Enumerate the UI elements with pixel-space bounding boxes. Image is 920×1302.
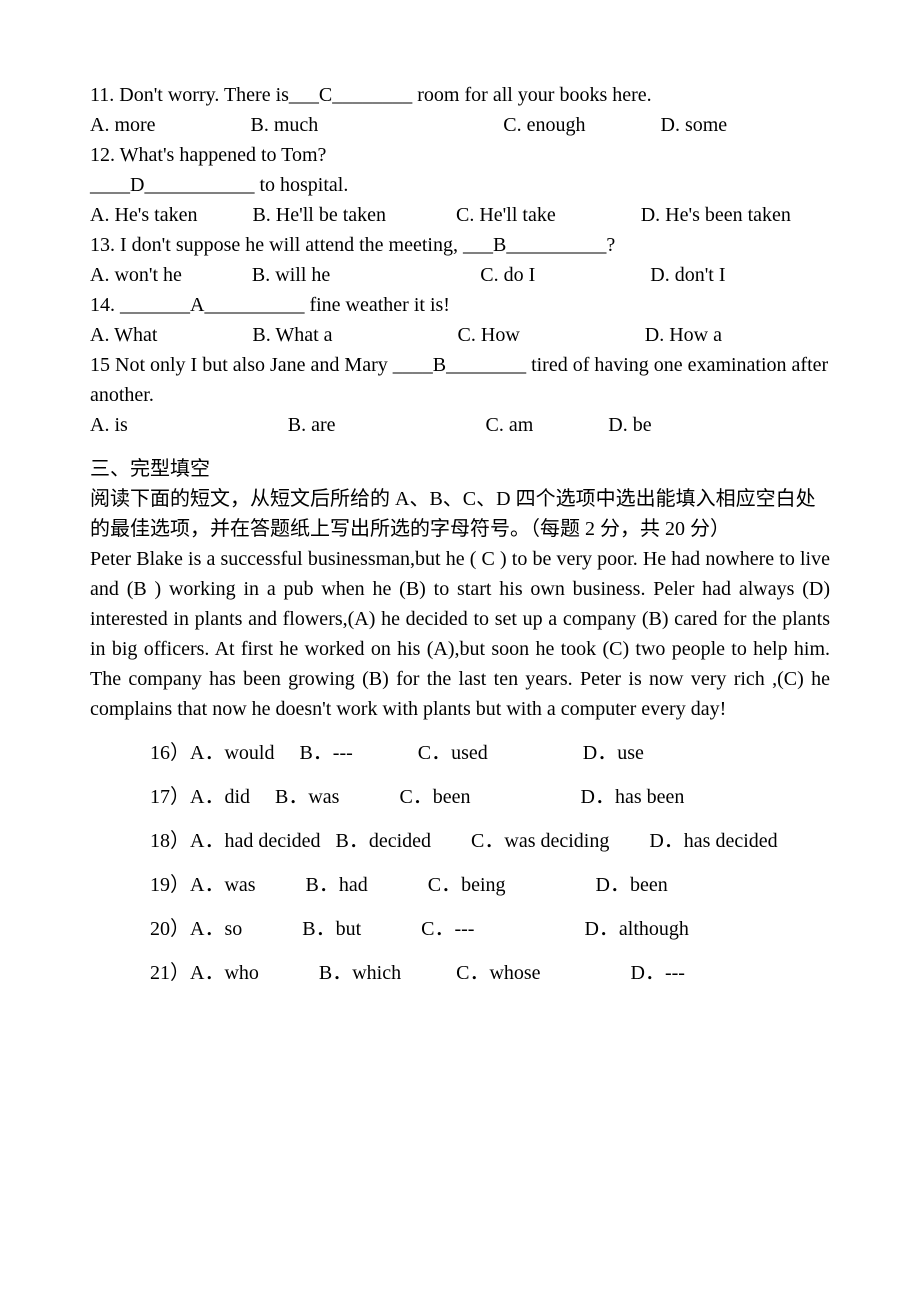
question-11-text: 11. Don't worry. There is___C________ ro… <box>90 80 830 110</box>
question-13-options: A. won't he B. will he C. do I D. don't … <box>90 260 830 290</box>
option-row-19: 19）A．was B．had C．being D．been <box>90 870 830 900</box>
option-row-16: 16）A．would B．--- C．used D．use <box>90 738 830 768</box>
question-14-options: A. What B. What a C. How D. How a <box>90 320 830 350</box>
option-row-20: 20）A．so B．but C．--- D．although <box>90 914 830 944</box>
option-row-18: 18）A．had decided B．decided C．was decidin… <box>150 826 830 856</box>
option-row-17: 17）A．did B．was C．been D．has been <box>90 782 830 812</box>
section-3-passage: Peter Blake is a successful businessman,… <box>90 544 830 724</box>
question-15-options: A. is B. are C. am D. be <box>90 410 830 440</box>
question-12-text: 12. What's happened to Tom? <box>90 140 830 170</box>
question-12-options: A. He's taken B. He'll be taken C. He'll… <box>90 200 830 230</box>
section-3-title: 三、完型填空 <box>90 454 830 484</box>
question-13-text: 13. I don't suppose he will attend the m… <box>90 230 830 260</box>
option-row-21: 21）A．who B．which C．whose D．--- <box>90 958 830 988</box>
question-15-text: 15 Not only I but also Jane and Mary ___… <box>90 350 830 410</box>
section-3-instructions: 阅读下面的短文，从短文后所给的 A、B、C、D 四个选项中选出能填入相应空白处的… <box>90 484 830 544</box>
question-11-options: A. more B. much C. enough D. some <box>90 110 830 140</box>
question-14-text: 14. _______A__________ fine weather it i… <box>90 290 830 320</box>
question-12-blank: ____D___________ to hospital. <box>90 170 830 200</box>
